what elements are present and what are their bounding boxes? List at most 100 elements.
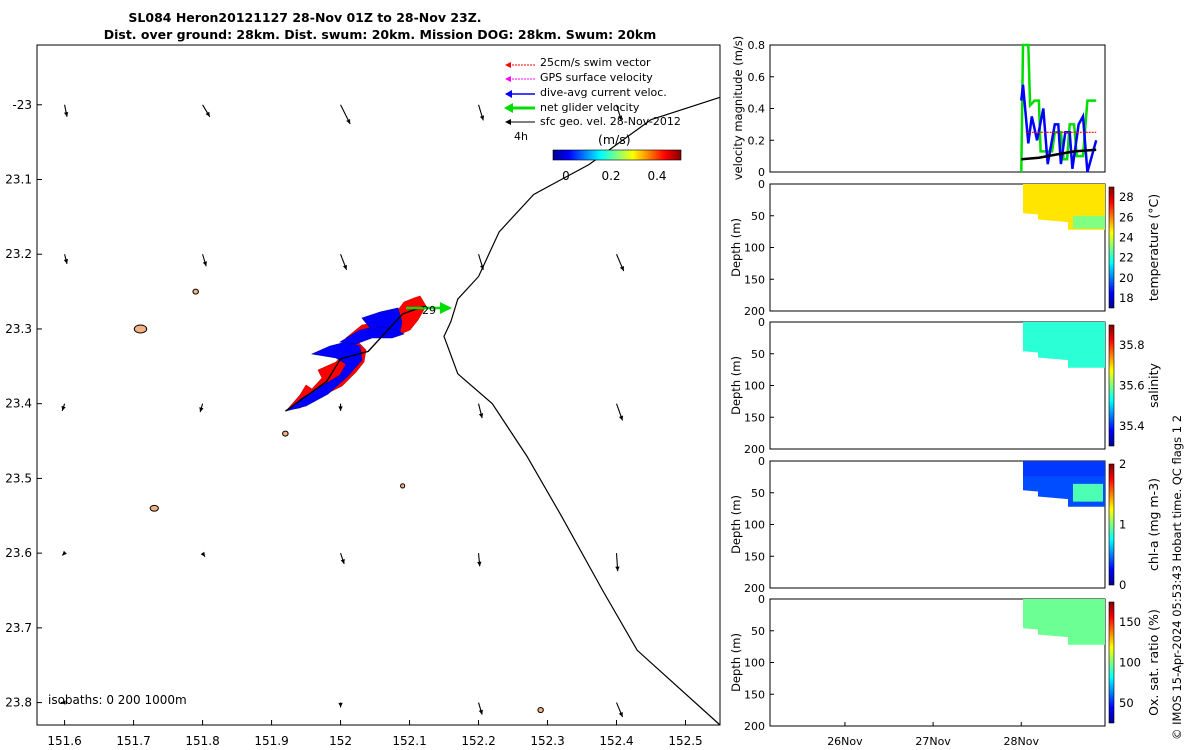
oxygen-panel-colorbar-tick-1: 100: [1119, 656, 1141, 670]
legend-net-arrowhead: [504, 103, 513, 113]
current-arrow-head-11: [199, 407, 204, 413]
map-x-tick-label-8: 152.4: [599, 734, 633, 748]
map-colorbar-title: (m/s): [598, 132, 631, 147]
track-end-label: 29: [422, 304, 436, 317]
current-arrow-head-22: [478, 709, 483, 715]
current-arrow-head-7: [342, 264, 347, 270]
current-arrow-head-19: [615, 566, 620, 572]
legend-dive-avg-arrowhead: [505, 90, 512, 98]
velocity-y-tick-label-3: 0.6: [748, 71, 766, 84]
map-colorbar: [552, 149, 682, 161]
isobath-polyline: [443, 96, 721, 726]
velocity-axes-frame: [769, 44, 1106, 173]
oxygen-panel-ylabel: Depth (m): [729, 633, 743, 692]
map-x-tick-label-9: 152.5: [668, 734, 702, 748]
legend-time-label: 4h: [514, 130, 528, 143]
legend-entry-dive-avg: dive-avg current veloc.: [505, 86, 667, 99]
velocity-y-tick-label-4: 0.8: [748, 39, 766, 52]
glider-track: 29: [284, 295, 452, 412]
salinity-panel-colorbar-tick-2: 35.8: [1119, 338, 1145, 352]
legend-label-dive-avg: dive-avg current veloc.: [540, 86, 667, 99]
chla-panel-colorbar-tick-1: 1: [1119, 518, 1126, 532]
velocity-y-tick-label-0: 0: [758, 166, 765, 179]
figure-title-line2: Dist. over ground: 28km. Dist. swum: 20k…: [103, 27, 657, 42]
current-arrow-head-12: [338, 406, 343, 411]
oxygen-panel-colorbar-tick-2: 150: [1119, 615, 1141, 629]
temperature-panel-colorbar: [1108, 186, 1115, 309]
velocity-ylabel: velocity magnitude (m/s): [731, 36, 745, 181]
current-arrow-head-0: [63, 111, 69, 117]
chla-panel-y-tick-label-1: 50: [751, 487, 765, 500]
salinity-panel-colorbar-tick-1: 35.6: [1119, 379, 1145, 393]
current-arrow-head-15: [62, 550, 67, 556]
oxygen-panel-colorbar-label: Ox. sat. ratio (%): [1146, 609, 1161, 716]
salinity-panel-ylabel: Depth (m): [729, 356, 743, 415]
oxygen-panel-y-tick-label-0: 0: [758, 593, 765, 606]
island-3: [282, 430, 289, 437]
chla-panel-colorbar: [1108, 463, 1115, 586]
map-colorbar-tick-0: 0: [562, 169, 570, 183]
salinity-panel-y-tick-label-4: 200: [744, 443, 765, 456]
velocity-y-tick-label-2: 0.4: [748, 103, 766, 116]
map-panel: 151.6 151.7 151.8 151.9 152 152.1 152.2 152.3 15…: [5, 44, 721, 748]
velocity-series-line-1: [1020, 84, 1098, 173]
salinity-panel-y-tick-label-0: 0: [758, 316, 765, 329]
map-y-tick-label-3: 23.3: [5, 322, 32, 336]
temperature-panel-colorbar-tick-4: 26: [1119, 210, 1134, 224]
current-arrow-head-3: [479, 115, 485, 121]
islands: [133, 288, 544, 714]
salinity-panel-colorbar: [1108, 324, 1115, 447]
legend-swim-arrowhead: [505, 62, 511, 68]
map-y-tick-label-6: 23.6: [5, 546, 32, 560]
map-legend: 25cm/s swim vector GPS surface velocity …: [504, 56, 682, 183]
salinity-panel-colorbar-tick-0: 35.4: [1119, 419, 1145, 433]
salinity-panel-y-tick-label-2: 100: [744, 380, 765, 393]
oxygen-panel-x-tick-label-0: 26Nov: [827, 735, 863, 748]
temperature-panel: 0 50 100 150 200 Depth (m) 18 20 22 24 26 28 tempera…: [729, 178, 1161, 318]
chla-panel-y-tick-label-4: 200: [744, 582, 765, 595]
current-arrow-head-13: [478, 413, 484, 419]
map-axes-frame: [36, 44, 721, 726]
current-arrow-head-20: [60, 700, 66, 705]
map-x-tick-label-4: 152: [329, 734, 352, 748]
map-x-tick-label-5: 152.1: [392, 734, 426, 748]
oxygen-panel-y-tick-label-3: 150: [744, 688, 765, 701]
legend-entry-gps: GPS surface velocity: [505, 71, 653, 84]
map-y-tick-label-0: -23: [12, 98, 32, 112]
velocity-y-ticks: 0 0.2 0.4 0.6 0.8: [748, 39, 774, 179]
legend-entry-net: net glider velocity: [504, 101, 640, 114]
legend-label-swim: 25cm/s swim vector: [540, 56, 651, 69]
chla-panel: 0 50 100 150 200 Depth (m) 0 1 2 chl-a (mg m-3): [729, 455, 1161, 595]
map-x-ticks: 151.6 151.7 151.8 151.9 152 152.1 152.2 152.3 15…: [47, 720, 703, 748]
current-arrow-head-2: [346, 118, 351, 124]
current-arrow-head-16: [200, 551, 205, 557]
oxygen-panel-colorbar-tick-0: 50: [1119, 696, 1134, 710]
current-arrow-head-8: [479, 264, 485, 270]
temperature-panel-colorbar-tick-0: 18: [1119, 291, 1134, 305]
island-2: [192, 288, 199, 295]
legend-entry-sfc: sfc geo. vel. 28-Nov-2012: [505, 115, 681, 128]
map-x-tick-label-1: 151.7: [116, 734, 150, 748]
isobath-line: [443, 96, 721, 726]
map-y-tick-label-4: 23.4: [5, 397, 32, 411]
legend-sfc-arrowhead: [505, 119, 511, 125]
oxygen-panel-y-tick-label-2: 100: [744, 657, 765, 670]
oxygen-panel-x-tick-label-1: 27Nov: [915, 735, 951, 748]
velocity-panel: 0 0.2 0.4 0.6 0.8 velocity magnitude (m/s): [731, 36, 1106, 181]
legend-label-sfc: sfc geo. vel. 28-Nov-2012: [540, 115, 681, 128]
isobaths-label: isobaths: 0 200 1000m: [48, 693, 187, 707]
current-arrow-head-23: [618, 711, 623, 717]
legend-entry-swim: 25cm/s swim vector: [505, 56, 651, 69]
current-arrow-head-4: [617, 115, 623, 121]
current-arrow-head-5: [63, 258, 69, 264]
chla-panel-colorbar-tick-0: 0: [1119, 578, 1126, 592]
temperature-panel-colorbar-tick-5: 28: [1119, 190, 1134, 204]
dive-avg-velocity-fan: [285, 307, 405, 412]
island-5: [537, 707, 544, 714]
island-0: [133, 324, 148, 334]
velocity-series-line-3: [1021, 148, 1097, 161]
temperature-panel-colorbar-tick-3: 24: [1119, 230, 1134, 244]
